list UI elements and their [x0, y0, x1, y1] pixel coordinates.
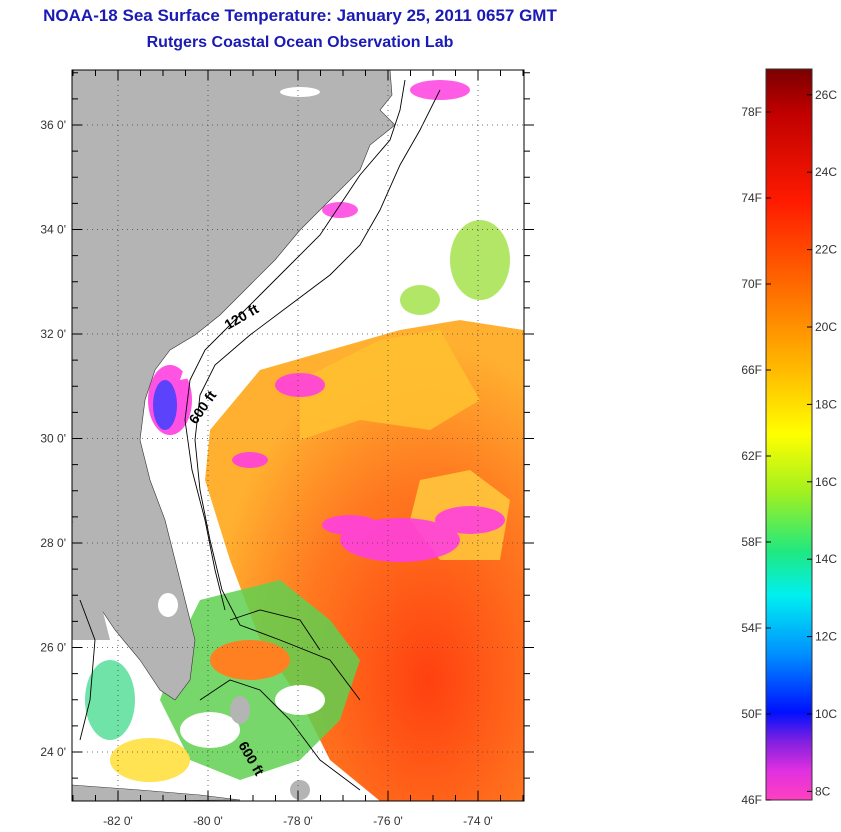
colorbar-fahrenheit-labels: 78F 74F 70F 66F 62F 58F 54F 50F 46F [741, 105, 762, 807]
lat-label: 34 0' [40, 223, 66, 237]
longitude-labels: -82 0' -80 0' -78 0' -76 0' -74 0' [103, 814, 493, 828]
latitude-labels: 36 0' 34 0' 32 0' 30 0' 28 0' 26 0' 24 0' [40, 118, 66, 759]
colorbar-f-label: 78F [741, 105, 762, 119]
lon-label: -78 0' [283, 814, 313, 828]
colorbar-c-label: 26C [815, 88, 837, 102]
colorbar-c-label: 24C [815, 165, 837, 179]
lat-label: 36 0' [40, 118, 66, 132]
lon-label: -76 0' [373, 814, 403, 828]
sst-bahamas-region [85, 580, 360, 800]
lon-label: -74 0' [463, 814, 493, 828]
sst-coastal-cold [153, 380, 177, 430]
lon-label: -80 0' [193, 814, 223, 828]
colorbar-f-label: 62F [741, 449, 762, 463]
lat-label: 28 0' [40, 536, 66, 550]
colorbar-f-label: 54F [741, 621, 762, 635]
colorbar-f-label: 50F [741, 707, 762, 721]
lat-label: 24 0' [40, 745, 66, 759]
inland-lakes [158, 87, 320, 617]
map-content: 120 ft 600 ft 600 ft [72, 70, 524, 801]
colorbar-f-label: 74F [741, 191, 762, 205]
sst-mid-region [300, 330, 480, 440]
colorbar [765, 68, 813, 801]
colorbar-c-label: 8C [815, 784, 831, 798]
lat-label: 26 0' [40, 641, 66, 655]
colorbar-ticks [766, 94, 812, 801]
colorbar-c-label: 22C [815, 243, 837, 257]
colorbar-c-label: 12C [815, 630, 837, 644]
colorbar-c-label: 18C [815, 397, 837, 411]
sst-cold-patches [148, 365, 505, 562]
land-us-coast [72, 70, 396, 701]
colorbar-f-label: 66F [741, 363, 762, 377]
map-subtitle: Rutgers Coastal Ocean Observation Lab [146, 34, 454, 51]
colorbar-c-label: 10C [815, 707, 837, 721]
sst-north-patches [400, 220, 510, 315]
colorbar-f-label: 46F [741, 793, 762, 807]
land-cuba [72, 784, 241, 801]
lat-label: 32 0' [40, 327, 66, 341]
map-title: NOAA-18 Sea Surface Temperature: January… [43, 6, 557, 25]
colorbar-f-label: 58F [741, 535, 762, 549]
colorbar-c-label: 20C [815, 320, 837, 334]
land-florida-lower [72, 520, 110, 640]
colorbar-c-label: 16C [815, 475, 837, 489]
bathymetry-contours [79, 79, 441, 791]
colorbar-celsius-labels: 26C 24C 22C 20C 18C 16C 14C 12C 10C 8C [815, 88, 837, 799]
colorbar-c-label: 14C [815, 552, 837, 566]
map-grid [72, 70, 524, 801]
map-ticks [72, 70, 534, 801]
lon-label: -82 0' [103, 814, 133, 828]
sst-warm-region [205, 320, 524, 801]
lat-label: 30 0' [40, 432, 66, 446]
colorbar-f-label: 70F [741, 277, 762, 291]
